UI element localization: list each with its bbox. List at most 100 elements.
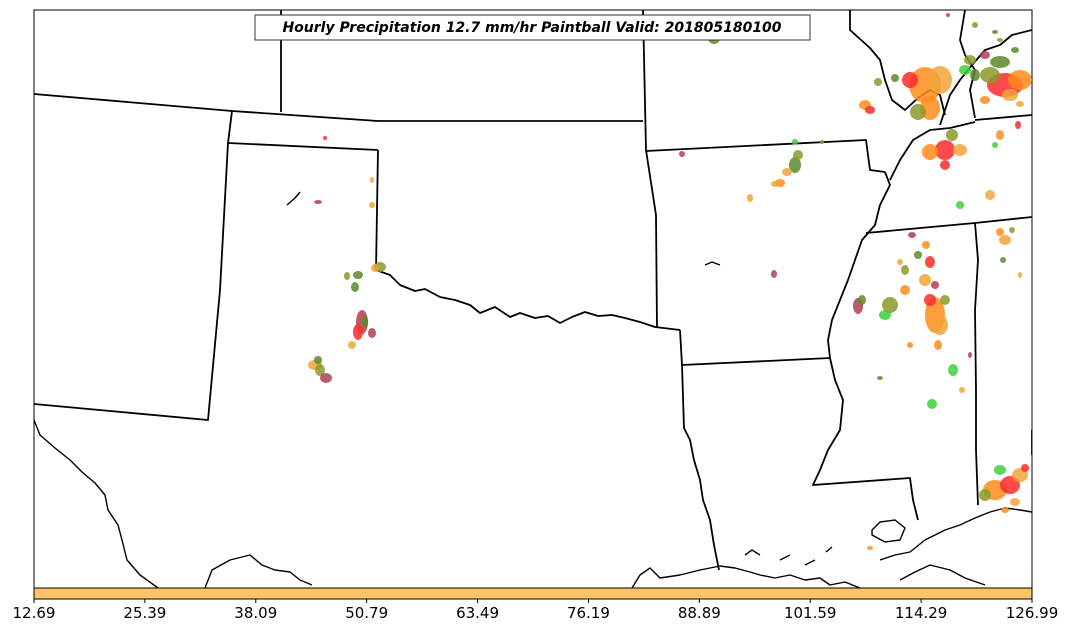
paintball-blob (968, 352, 972, 358)
colorbar: 12.69 25.39 38.09 50.79 63.49 76.19 88.89 101.5… (13, 587, 1059, 622)
paintball-blob (353, 324, 363, 340)
paintball-blob (980, 51, 990, 59)
paintball-blob (919, 274, 931, 286)
coast-gulf (204, 554, 313, 588)
paintball-blob (980, 96, 990, 104)
paintball-blob (865, 106, 875, 114)
coastline (34, 191, 1032, 588)
lake-small-1 (286, 191, 301, 206)
paintball-blob (314, 200, 322, 204)
coast-islands (744, 546, 833, 566)
paintball-blob (897, 259, 903, 265)
paintball-blob (793, 150, 803, 160)
paintball-blob (999, 235, 1011, 245)
border-la-ms (812, 357, 919, 521)
paintball-blob (970, 69, 980, 81)
paintball-blob (990, 56, 1010, 68)
paintball-blob (771, 270, 777, 278)
paintball-blob (1015, 121, 1021, 129)
paintball-blob (997, 38, 1003, 42)
paintball-blob (1002, 89, 1018, 101)
paintball-blob (877, 376, 883, 380)
paintball-blob (789, 157, 801, 173)
paintball-blob (985, 190, 995, 200)
paintball-blob (996, 130, 1004, 140)
paintball-blob (348, 341, 356, 349)
paintball-blob (1008, 70, 1032, 90)
paintball-blob (959, 65, 971, 75)
map-title-group: Hourly Precipitation 12.7 mm/hr Paintbal… (254, 14, 811, 41)
border-ks-mo (642, 10, 658, 329)
border-ok-tx-red-river (375, 149, 681, 331)
paintball-blob (959, 387, 965, 393)
border-ar-la (681, 357, 831, 366)
border-ky-river (889, 121, 976, 181)
paintball-blob (1018, 272, 1022, 278)
colorbar-tick-label: 76.19 (567, 604, 610, 622)
paintball-blob (879, 310, 891, 320)
colorbar-tick-label: 12.69 (13, 604, 56, 622)
coast-lake-pontchartrain (871, 519, 906, 543)
paintball-blob (344, 272, 350, 280)
border-tx-la (679, 329, 720, 571)
lake-small-2 (704, 261, 721, 266)
colorbar-tick-label: 88.89 (678, 604, 721, 622)
paintball-blob (908, 232, 916, 238)
paintball-blob (874, 78, 882, 86)
paintball-blob (362, 316, 368, 328)
paintball-blob (979, 489, 991, 501)
paintball-blob (914, 251, 922, 259)
paintball-blob (922, 241, 930, 249)
colorbar-strip (33, 587, 1033, 600)
paintball-blob (1011, 47, 1019, 53)
plot-frame (33, 9, 1033, 589)
colorbar-tick-label: 114.29 (895, 604, 948, 622)
paintball-blob (858, 295, 866, 305)
colorbar-ticks: 12.69 25.39 38.09 50.79 63.49 76.19 88.89 101.5… (13, 599, 1059, 622)
paintball-blob (932, 315, 948, 335)
paintball-blob (1016, 101, 1024, 107)
paintball-blob (935, 140, 955, 160)
paintball-blob (782, 168, 792, 176)
border-ms-al (974, 222, 979, 506)
paintball-blob (368, 328, 376, 338)
border-ms-river (827, 171, 891, 359)
paintball-blob (910, 104, 926, 120)
border-wy-co-north (34, 93, 643, 122)
border-in-oh (959, 10, 966, 56)
paintball-blob (900, 285, 910, 295)
border-nm-west (34, 142, 229, 421)
paintball-blob (882, 297, 898, 313)
paintball-blob (1010, 498, 1020, 506)
colorbar-tick-label: 126.99 (1006, 604, 1059, 622)
paintball-blob (1000, 257, 1006, 263)
colorbar-tick-label: 25.39 (123, 604, 166, 622)
paintball-blob (901, 265, 909, 275)
paintball-blob (992, 142, 998, 148)
paintball-blob (927, 399, 937, 409)
paintball-blob (1000, 476, 1020, 494)
paintball-blob (351, 282, 359, 292)
coast-ms-al (879, 507, 1032, 561)
paintball-blob (907, 342, 913, 348)
coast-fl-panhandle (899, 564, 986, 586)
paintball-blob (315, 364, 325, 376)
coast-texas (34, 419, 159, 588)
paintball-blob (902, 72, 918, 88)
paintball-precip (308, 13, 1032, 550)
paintball-blob (679, 151, 685, 157)
paintball-blob (924, 294, 936, 306)
paintball-blob (925, 256, 935, 268)
paintball-blob (1009, 227, 1015, 233)
border-ky-tn (974, 114, 1032, 121)
colorbar-tick-label: 50.79 (345, 604, 388, 622)
paintball-blob (323, 136, 327, 140)
paintball-blob (948, 364, 958, 376)
paintball-blob (953, 144, 967, 156)
title-box (254, 14, 811, 41)
paintball-blob (946, 13, 950, 17)
paintball-blob (980, 67, 1000, 83)
colorbar-tick-label: 38.09 (234, 604, 277, 622)
paintball-blob (922, 144, 938, 160)
